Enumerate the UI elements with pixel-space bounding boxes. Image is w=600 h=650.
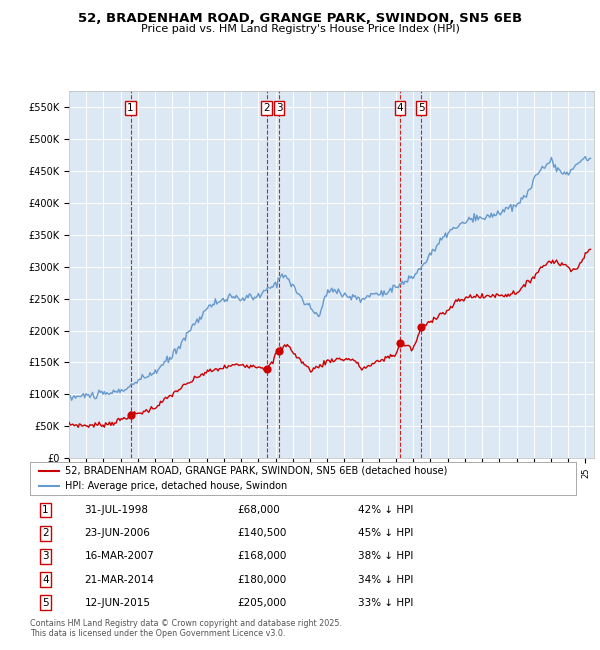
Text: 52, BRADENHAM ROAD, GRANGE PARK, SWINDON, SN5 6EB (detached house): 52, BRADENHAM ROAD, GRANGE PARK, SWINDON… <box>65 465 448 476</box>
Point <box>126 410 136 420</box>
Text: 23-JUN-2006: 23-JUN-2006 <box>85 528 151 538</box>
Text: £68,000: £68,000 <box>238 505 280 515</box>
Text: Contains HM Land Registry data © Crown copyright and database right 2025.
This d: Contains HM Land Registry data © Crown c… <box>30 619 342 638</box>
Text: 42% ↓ HPI: 42% ↓ HPI <box>358 505 413 515</box>
Text: 34% ↓ HPI: 34% ↓ HPI <box>358 575 413 584</box>
Text: 5: 5 <box>418 103 424 113</box>
Text: 52, BRADENHAM ROAD, GRANGE PARK, SWINDON, SN5 6EB: 52, BRADENHAM ROAD, GRANGE PARK, SWINDON… <box>78 12 522 25</box>
Text: £205,000: £205,000 <box>238 598 287 608</box>
Text: 1: 1 <box>42 505 49 515</box>
Text: 4: 4 <box>42 575 49 584</box>
Text: 16-MAR-2007: 16-MAR-2007 <box>85 551 154 562</box>
Point <box>274 346 284 356</box>
Text: 2: 2 <box>263 103 270 113</box>
Text: 3: 3 <box>276 103 283 113</box>
Text: £180,000: £180,000 <box>238 575 287 584</box>
Text: £168,000: £168,000 <box>238 551 287 562</box>
Text: 12-JUN-2015: 12-JUN-2015 <box>85 598 151 608</box>
Text: 4: 4 <box>397 103 403 113</box>
Text: HPI: Average price, detached house, Swindon: HPI: Average price, detached house, Swin… <box>65 481 288 491</box>
Text: 21-MAR-2014: 21-MAR-2014 <box>85 575 154 584</box>
Point <box>416 322 426 333</box>
Text: 2: 2 <box>42 528 49 538</box>
Text: 3: 3 <box>42 551 49 562</box>
Text: 31-JUL-1998: 31-JUL-1998 <box>85 505 149 515</box>
Text: 38% ↓ HPI: 38% ↓ HPI <box>358 551 413 562</box>
Text: 5: 5 <box>42 598 49 608</box>
Point <box>395 338 404 348</box>
Point <box>262 363 271 374</box>
Text: 45% ↓ HPI: 45% ↓ HPI <box>358 528 413 538</box>
Text: £140,500: £140,500 <box>238 528 287 538</box>
Text: Price paid vs. HM Land Registry's House Price Index (HPI): Price paid vs. HM Land Registry's House … <box>140 24 460 34</box>
Text: 1: 1 <box>127 103 134 113</box>
Text: 33% ↓ HPI: 33% ↓ HPI <box>358 598 413 608</box>
